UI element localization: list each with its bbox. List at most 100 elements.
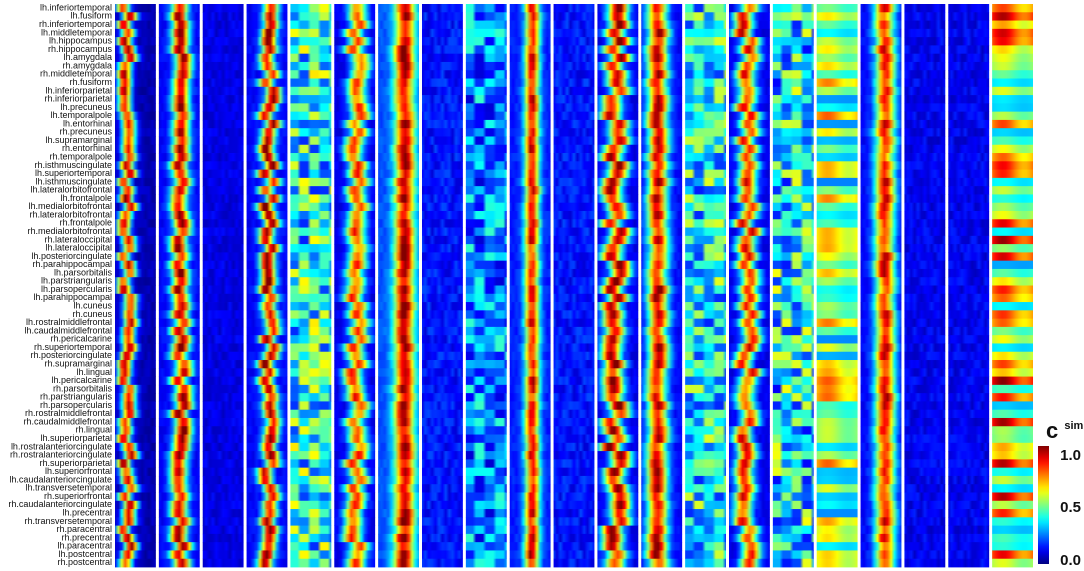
heatmap-cell-row	[816, 4, 858, 13]
heatmap-cell-row	[860, 426, 902, 435]
heatmap-cell-row	[115, 177, 156, 187]
heatmap-cell-row	[246, 277, 288, 286]
heatmap-cell-row	[334, 484, 376, 493]
row-label: rh.fusiform	[69, 77, 112, 87]
heatmap-cell-row	[860, 492, 902, 502]
heatmap-cell-row	[772, 459, 814, 469]
heatmap-cell-row	[115, 219, 156, 228]
heatmap-cell-row	[334, 509, 376, 518]
row-label: rh.amygdala	[62, 60, 112, 70]
row-label: rh.postcentral	[57, 557, 112, 567]
heatmap-cell-row	[816, 558, 858, 568]
heatmap-cell-row	[553, 550, 595, 560]
heatmap-cell-row	[290, 475, 332, 485]
heatmap-cell-row	[509, 368, 551, 377]
heatmap-cell-row	[772, 475, 814, 485]
heatmap-cell-row	[290, 37, 332, 46]
heatmap-cell-row	[115, 28, 156, 38]
heatmap-cell-row	[202, 12, 244, 21]
heatmap-cell-row	[904, 285, 946, 295]
heatmap-cell-row	[553, 434, 595, 444]
heatmap-cell-row	[465, 302, 507, 311]
heatmap-cell-row	[422, 318, 463, 328]
heatmap-cell-row	[685, 4, 726, 13]
heatmap-cell-row	[948, 401, 990, 411]
row-label: rh.precentral	[61, 532, 112, 542]
heatmap-cell-row	[202, 103, 244, 113]
heatmap-cell-row	[202, 343, 244, 353]
heatmap-cell-row	[816, 517, 858, 527]
heatmap-cell-row	[860, 442, 902, 452]
heatmap-cell-row	[729, 360, 770, 369]
heatmap-cell-row	[509, 318, 551, 328]
heatmap-cell-row	[158, 318, 200, 328]
heatmap-cell-row	[816, 12, 858, 21]
heatmap-cell-row	[641, 451, 683, 460]
heatmap-cell-row	[465, 277, 507, 286]
heatmap-cell-row	[115, 20, 156, 30]
row-label: lh.frontalpole	[60, 193, 112, 203]
row-label: lh.parahippocampal	[33, 292, 112, 302]
heatmap-cell-row	[992, 326, 1033, 336]
heatmap-cell-row	[115, 293, 156, 303]
heatmap-cell-row	[816, 194, 858, 204]
heatmap-cell-row	[246, 401, 288, 411]
heatmap-cell-row	[509, 235, 551, 245]
row-label: rh.caudalanteriorcingulate	[8, 499, 112, 509]
heatmap-cell-row	[290, 28, 332, 38]
heatmap-cell-row	[729, 384, 770, 394]
heatmap-cell-row	[334, 37, 376, 46]
heatmap-cell-row	[816, 119, 858, 129]
heatmap-cell-row	[378, 227, 419, 237]
heatmap-cell-row	[422, 86, 463, 96]
heatmap-cell-row	[334, 376, 376, 386]
heatmap-cell-row	[729, 61, 770, 71]
heatmap-cell-row	[597, 351, 639, 361]
heatmap-cell-row	[465, 53, 507, 63]
heatmap-cell-row	[465, 467, 507, 477]
heatmap-cell-row	[115, 202, 156, 212]
heatmap-cell-row	[816, 426, 858, 435]
heatmap-cell-row	[597, 459, 639, 469]
heatmap-cell-row	[553, 111, 595, 121]
heatmap-cell-row	[816, 260, 858, 270]
heatmap-cell-row	[465, 136, 507, 146]
heatmap-cell-row	[290, 285, 332, 295]
heatmap-cell-row	[290, 459, 332, 469]
heatmap-cell-row	[948, 4, 990, 13]
heatmap-cell-row	[860, 351, 902, 361]
heatmap-cell-row	[202, 95, 244, 104]
heatmap-cell-row	[334, 70, 376, 79]
heatmap-panel	[334, 4, 376, 568]
heatmap-cell-row	[772, 318, 814, 328]
heatmap-cell-row	[290, 550, 332, 560]
heatmap-cell-row	[334, 368, 376, 377]
heatmap-cell-row	[685, 210, 726, 220]
heatmap-cell-row	[641, 318, 683, 328]
heatmap-cell-row	[158, 525, 200, 535]
heatmap-cell-row	[509, 194, 551, 204]
heatmap-cell-row	[115, 393, 156, 402]
heatmap-cell-row	[509, 509, 551, 518]
heatmap-cell-row	[290, 302, 332, 311]
heatmap-cell-row	[334, 525, 376, 535]
heatmap-cell-row	[729, 426, 770, 435]
heatmap-cell-row	[992, 169, 1033, 179]
heatmap-cell-row	[948, 517, 990, 527]
heatmap-cell-row	[772, 533, 814, 543]
heatmap-cell-row	[422, 343, 463, 353]
row-label: rh.parsorbitalis	[53, 383, 113, 393]
heatmap-cell-row	[904, 119, 946, 129]
heatmap-cell-row	[378, 475, 419, 485]
heatmap-cell-row	[685, 61, 726, 71]
heatmap-cell-row	[904, 260, 946, 270]
heatmap-panels	[115, 4, 1033, 568]
heatmap-cell-row	[816, 70, 858, 79]
heatmap-cell-row	[465, 434, 507, 444]
heatmap-cell-row	[158, 37, 200, 46]
heatmap-cell-row	[904, 393, 946, 402]
heatmap-cell-row	[816, 310, 858, 320]
row-label: rh.middletemporal	[40, 69, 112, 79]
heatmap-cell-row	[816, 509, 858, 518]
heatmap-cell-row	[378, 401, 419, 411]
